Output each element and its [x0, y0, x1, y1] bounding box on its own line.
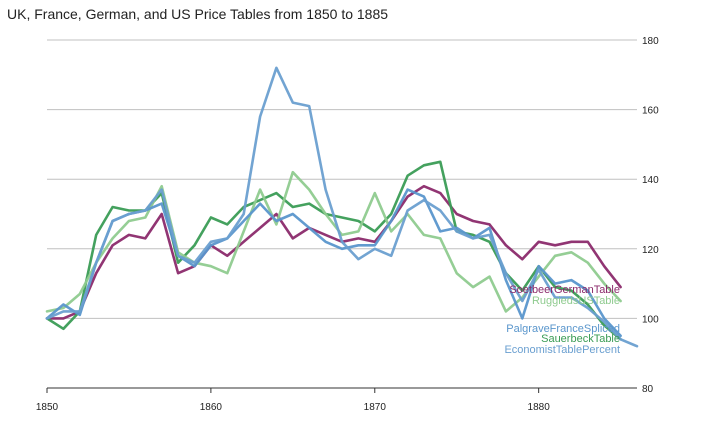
- y-tick-label-100: 100: [642, 314, 659, 325]
- y-tick-label-160: 160: [642, 106, 659, 117]
- x-tick-label-1850: 1850: [36, 402, 59, 413]
- y-tick-label-140: 140: [642, 175, 659, 186]
- series-label-PalgraveFranceSpliced: PalgraveFranceSpliced: [506, 323, 620, 335]
- y-tick-label-120: 120: [642, 245, 659, 256]
- series-label-SoetbeerGermanTable: SoetbeerGermanTable: [509, 284, 620, 296]
- series-label-RuggiedsUSTable: RuggiedsUSTable: [532, 295, 620, 307]
- series-label-EconomistTablePercent: EconomistTablePercent: [504, 344, 620, 356]
- series-line-EconomistTablePercent: [45, 66, 639, 348]
- series-line-SauerbeckTable: [45, 160, 622, 341]
- x-tick-label-1860: 1860: [200, 402, 223, 413]
- y-axis-tick-labels: 80 100 120 140 160 180: [642, 36, 659, 395]
- series-lines: [45, 66, 639, 348]
- y-tick-label-80: 80: [642, 384, 654, 395]
- x-axis: 1850 1860 1870 1880: [36, 387, 637, 413]
- y-tick-label-180: 180: [642, 36, 659, 47]
- series-label-SauerbeckTable: SauerbeckTable: [541, 333, 620, 345]
- chart-title: UK, France, German, and US Price Tables …: [7, 6, 389, 22]
- x-tick-label-1880: 1880: [528, 402, 551, 413]
- x-tick-label-1870: 1870: [364, 402, 387, 413]
- series-line-SoetbeerGermanTable: [45, 184, 622, 320]
